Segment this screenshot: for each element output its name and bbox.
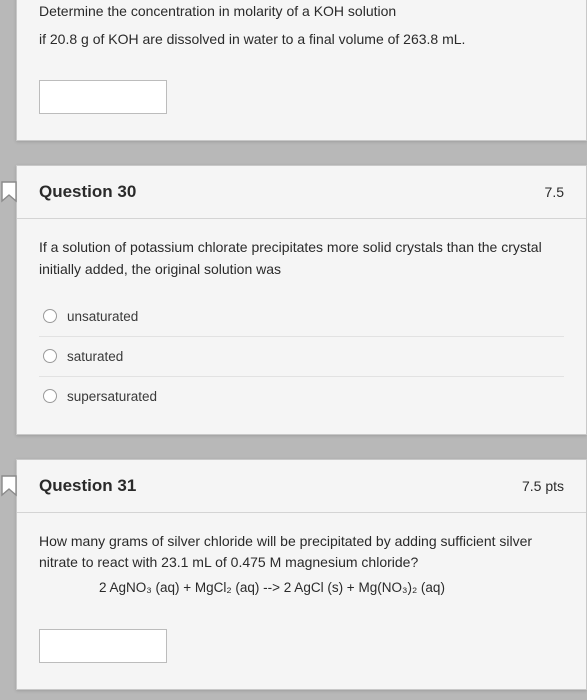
radio-icon [43,349,57,363]
option-label: supersaturated [67,389,157,404]
question-points: 7.5 [545,184,564,200]
question-card-31: Question 31 7.5 pts How many grams of si… [16,459,587,690]
question-text: Determine the concentration in molarity … [39,1,564,50]
question-prompt-text: How many grams of silver chloride will b… [39,533,532,571]
question-body: If a solution of potassium chlorate prec… [17,219,586,433]
question-title: Question 30 [39,182,136,202]
question-points: 7.5 pts [522,478,564,494]
chemical-equation: 2 AgNO₃ (aq) + MgCl₂ (aq) --> 2 AgCl (s)… [39,578,564,599]
question-prompt: If a solution of potassium chlorate prec… [39,237,564,280]
question-title: Question 31 [39,476,136,496]
option-label: unsaturated [67,309,138,324]
question-text-line-1: Determine the concentration in molarity … [39,1,564,23]
bookmark-icon[interactable] [0,179,20,205]
question-prompt: How many grams of silver chloride will b… [39,531,564,599]
question-header: Question 31 7.5 pts [17,460,586,513]
bookmark-icon[interactable] [0,473,20,499]
radio-icon [43,309,57,323]
question-body: Determine the concentration in molarity … [17,0,586,140]
answer-row [39,615,564,671]
option-saturated[interactable]: saturated [39,336,564,376]
answer-input[interactable] [39,629,167,663]
radio-icon [43,389,57,403]
answer-input[interactable] [39,80,167,114]
option-supersaturated[interactable]: supersaturated [39,376,564,416]
option-unsaturated[interactable]: unsaturated [39,297,564,336]
question-card-30: Question 30 7.5 If a solution of potassi… [16,165,587,434]
answer-row [39,66,564,122]
question-text-line-2: if 20.8 g of KOH are dissolved in water … [39,29,564,51]
option-label: saturated [67,349,123,364]
question-body: How many grams of silver chloride will b… [17,513,586,689]
question-header: Question 30 7.5 [17,166,586,219]
question-card-29: Determine the concentration in molarity … [16,0,587,141]
options-list: unsaturated saturated supersaturated [39,297,564,416]
